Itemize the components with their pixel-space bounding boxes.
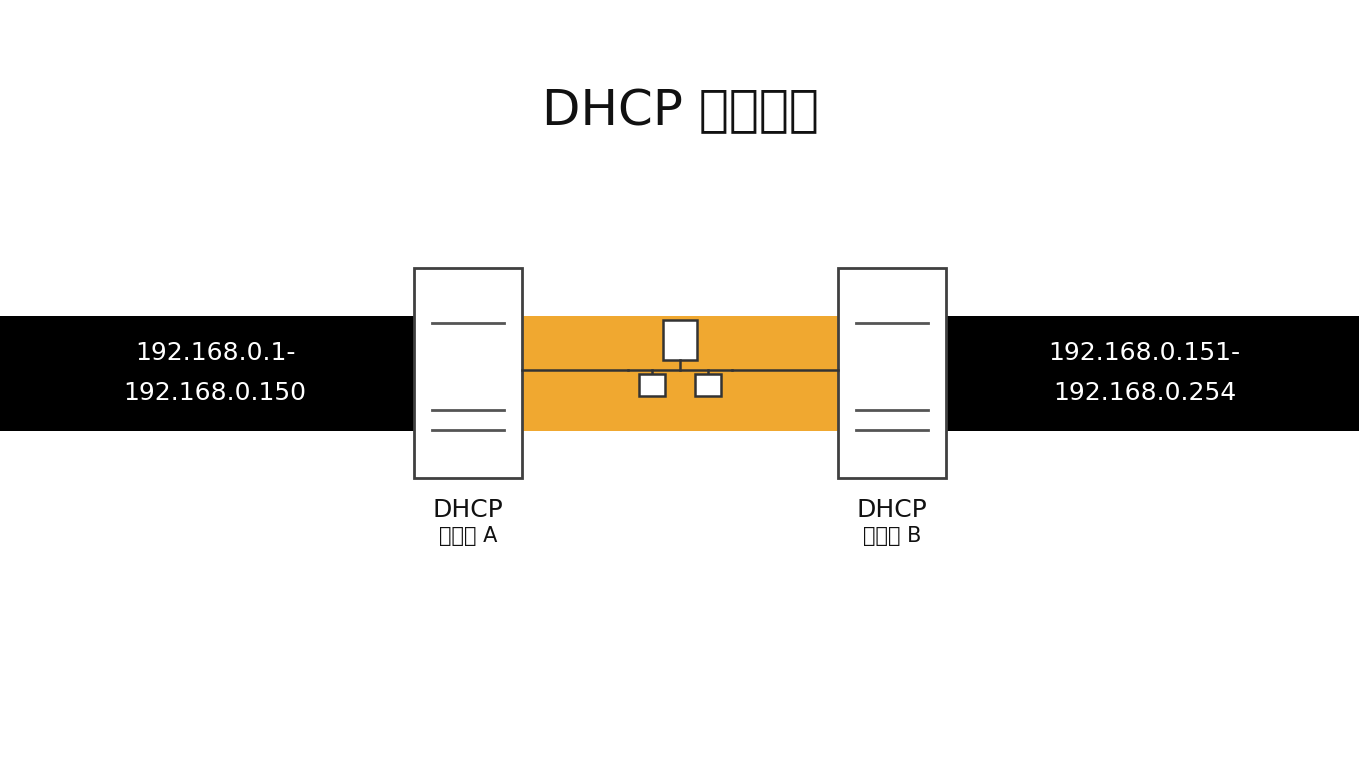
Bar [639, 374, 665, 396]
Text: DHCP: DHCP [432, 498, 503, 522]
Text: 192.168.0.151-
192.168.0.254: 192.168.0.151- 192.168.0.254 [1048, 341, 1241, 405]
Text: 服务器 B: 服务器 B [863, 526, 921, 546]
Text: 192.168.0.1-
192.168.0.150: 192.168.0.1- 192.168.0.150 [124, 341, 307, 405]
Bar [414, 268, 522, 478]
Bar [839, 268, 946, 478]
Bar [429, 316, 930, 431]
Bar [694, 374, 722, 396]
Text: DHCP: DHCP [856, 498, 927, 522]
Text: 服务器 A: 服务器 A [439, 526, 497, 546]
Bar [0, 316, 429, 431]
Bar [930, 316, 1359, 431]
Text: DHCP 拆分范围: DHCP 拆分范围 [542, 87, 818, 135]
Bar [663, 320, 697, 360]
